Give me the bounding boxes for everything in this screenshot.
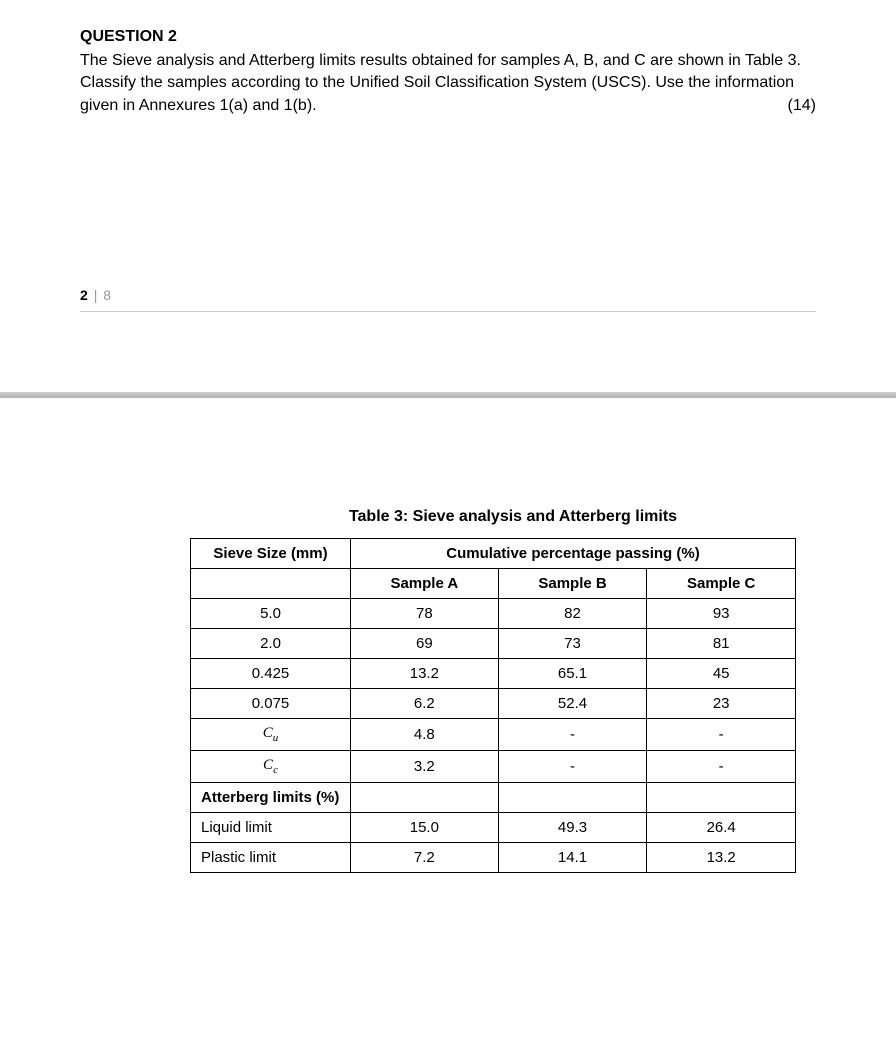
cell-value: 65.1 — [498, 659, 647, 689]
cell-value: 15.0 — [351, 813, 499, 843]
cell-label: 0.075 — [191, 689, 351, 719]
cell-empty — [647, 783, 796, 813]
header-sample-c: Sample C — [647, 569, 796, 599]
cell-value: - — [647, 751, 796, 783]
table-row-plastic: Plastic limit 7.2 14.1 13.2 — [191, 843, 796, 873]
table-row: 0.075 6.2 52.4 23 — [191, 689, 796, 719]
table-title: Table 3: Sieve analysis and Atterberg li… — [190, 508, 796, 526]
page-total: 8 — [103, 287, 111, 303]
cell-empty — [351, 783, 499, 813]
cell-liquid-label: Liquid limit — [191, 813, 351, 843]
cell-value: 49.3 — [498, 813, 647, 843]
cell-atterberg-label: Atterberg limits (%) — [191, 783, 351, 813]
cell-label: 2.0 — [191, 629, 351, 659]
cell-value: 78 — [351, 599, 499, 629]
page-number: 2 | 8 — [80, 287, 816, 312]
cell-cc-label: Cc — [191, 751, 351, 783]
header-sample-b: Sample B — [498, 569, 647, 599]
cell-value: 73 — [498, 629, 647, 659]
header-empty — [191, 569, 351, 599]
question-body: The Sieve analysis and Atterberg limits … — [80, 52, 801, 114]
table-row-atterberg: Atterberg limits (%) — [191, 783, 796, 813]
cell-value: 14.1 — [498, 843, 647, 873]
cell-value: - — [498, 751, 647, 783]
cell-value: 3.2 — [351, 751, 499, 783]
question-text: The Sieve analysis and Atterberg limits … — [80, 50, 816, 117]
table-row: 5.0 78 82 93 — [191, 599, 796, 629]
cell-value: 45 — [647, 659, 796, 689]
table-row: 0.425 13.2 65.1 45 — [191, 659, 796, 689]
cell-label: 0.425 — [191, 659, 351, 689]
cell-value: 26.4 — [647, 813, 796, 843]
cell-value: 7.2 — [351, 843, 499, 873]
cell-empty — [498, 783, 647, 813]
cell-value: 13.2 — [351, 659, 499, 689]
question-marks: (14) — [788, 95, 816, 117]
cell-value: - — [498, 719, 647, 751]
header-sieve-size: Sieve Size (mm) — [191, 539, 351, 569]
header-cumulative: Cumulative percentage passing (%) — [351, 539, 796, 569]
cell-label: 5.0 — [191, 599, 351, 629]
data-table: Sieve Size (mm) Cumulative percentage pa… — [190, 538, 796, 873]
cell-value: 6.2 — [351, 689, 499, 719]
cell-value: 23 — [647, 689, 796, 719]
cell-value: - — [647, 719, 796, 751]
page-separator: | — [94, 287, 98, 303]
cell-value: 82 — [498, 599, 647, 629]
question-title: QUESTION 2 — [80, 28, 816, 46]
table-sample-row: Sample A Sample B Sample C — [191, 569, 796, 599]
table-row: 2.0 69 73 81 — [191, 629, 796, 659]
cell-value: 81 — [647, 629, 796, 659]
table-header-row: Sieve Size (mm) Cumulative percentage pa… — [191, 539, 796, 569]
cell-value: 4.8 — [351, 719, 499, 751]
table-row-cu: Cu 4.8 - - — [191, 719, 796, 751]
table-row-liquid: Liquid limit 15.0 49.3 26.4 — [191, 813, 796, 843]
cell-value: 13.2 — [647, 843, 796, 873]
header-sample-a: Sample A — [351, 569, 499, 599]
cell-value: 69 — [351, 629, 499, 659]
cell-plastic-label: Plastic limit — [191, 843, 351, 873]
cell-value: 93 — [647, 599, 796, 629]
cell-value: 52.4 — [498, 689, 647, 719]
table-row-cc: Cc 3.2 - - — [191, 751, 796, 783]
page-current: 2 — [80, 287, 88, 303]
cell-cu-label: Cu — [191, 719, 351, 751]
